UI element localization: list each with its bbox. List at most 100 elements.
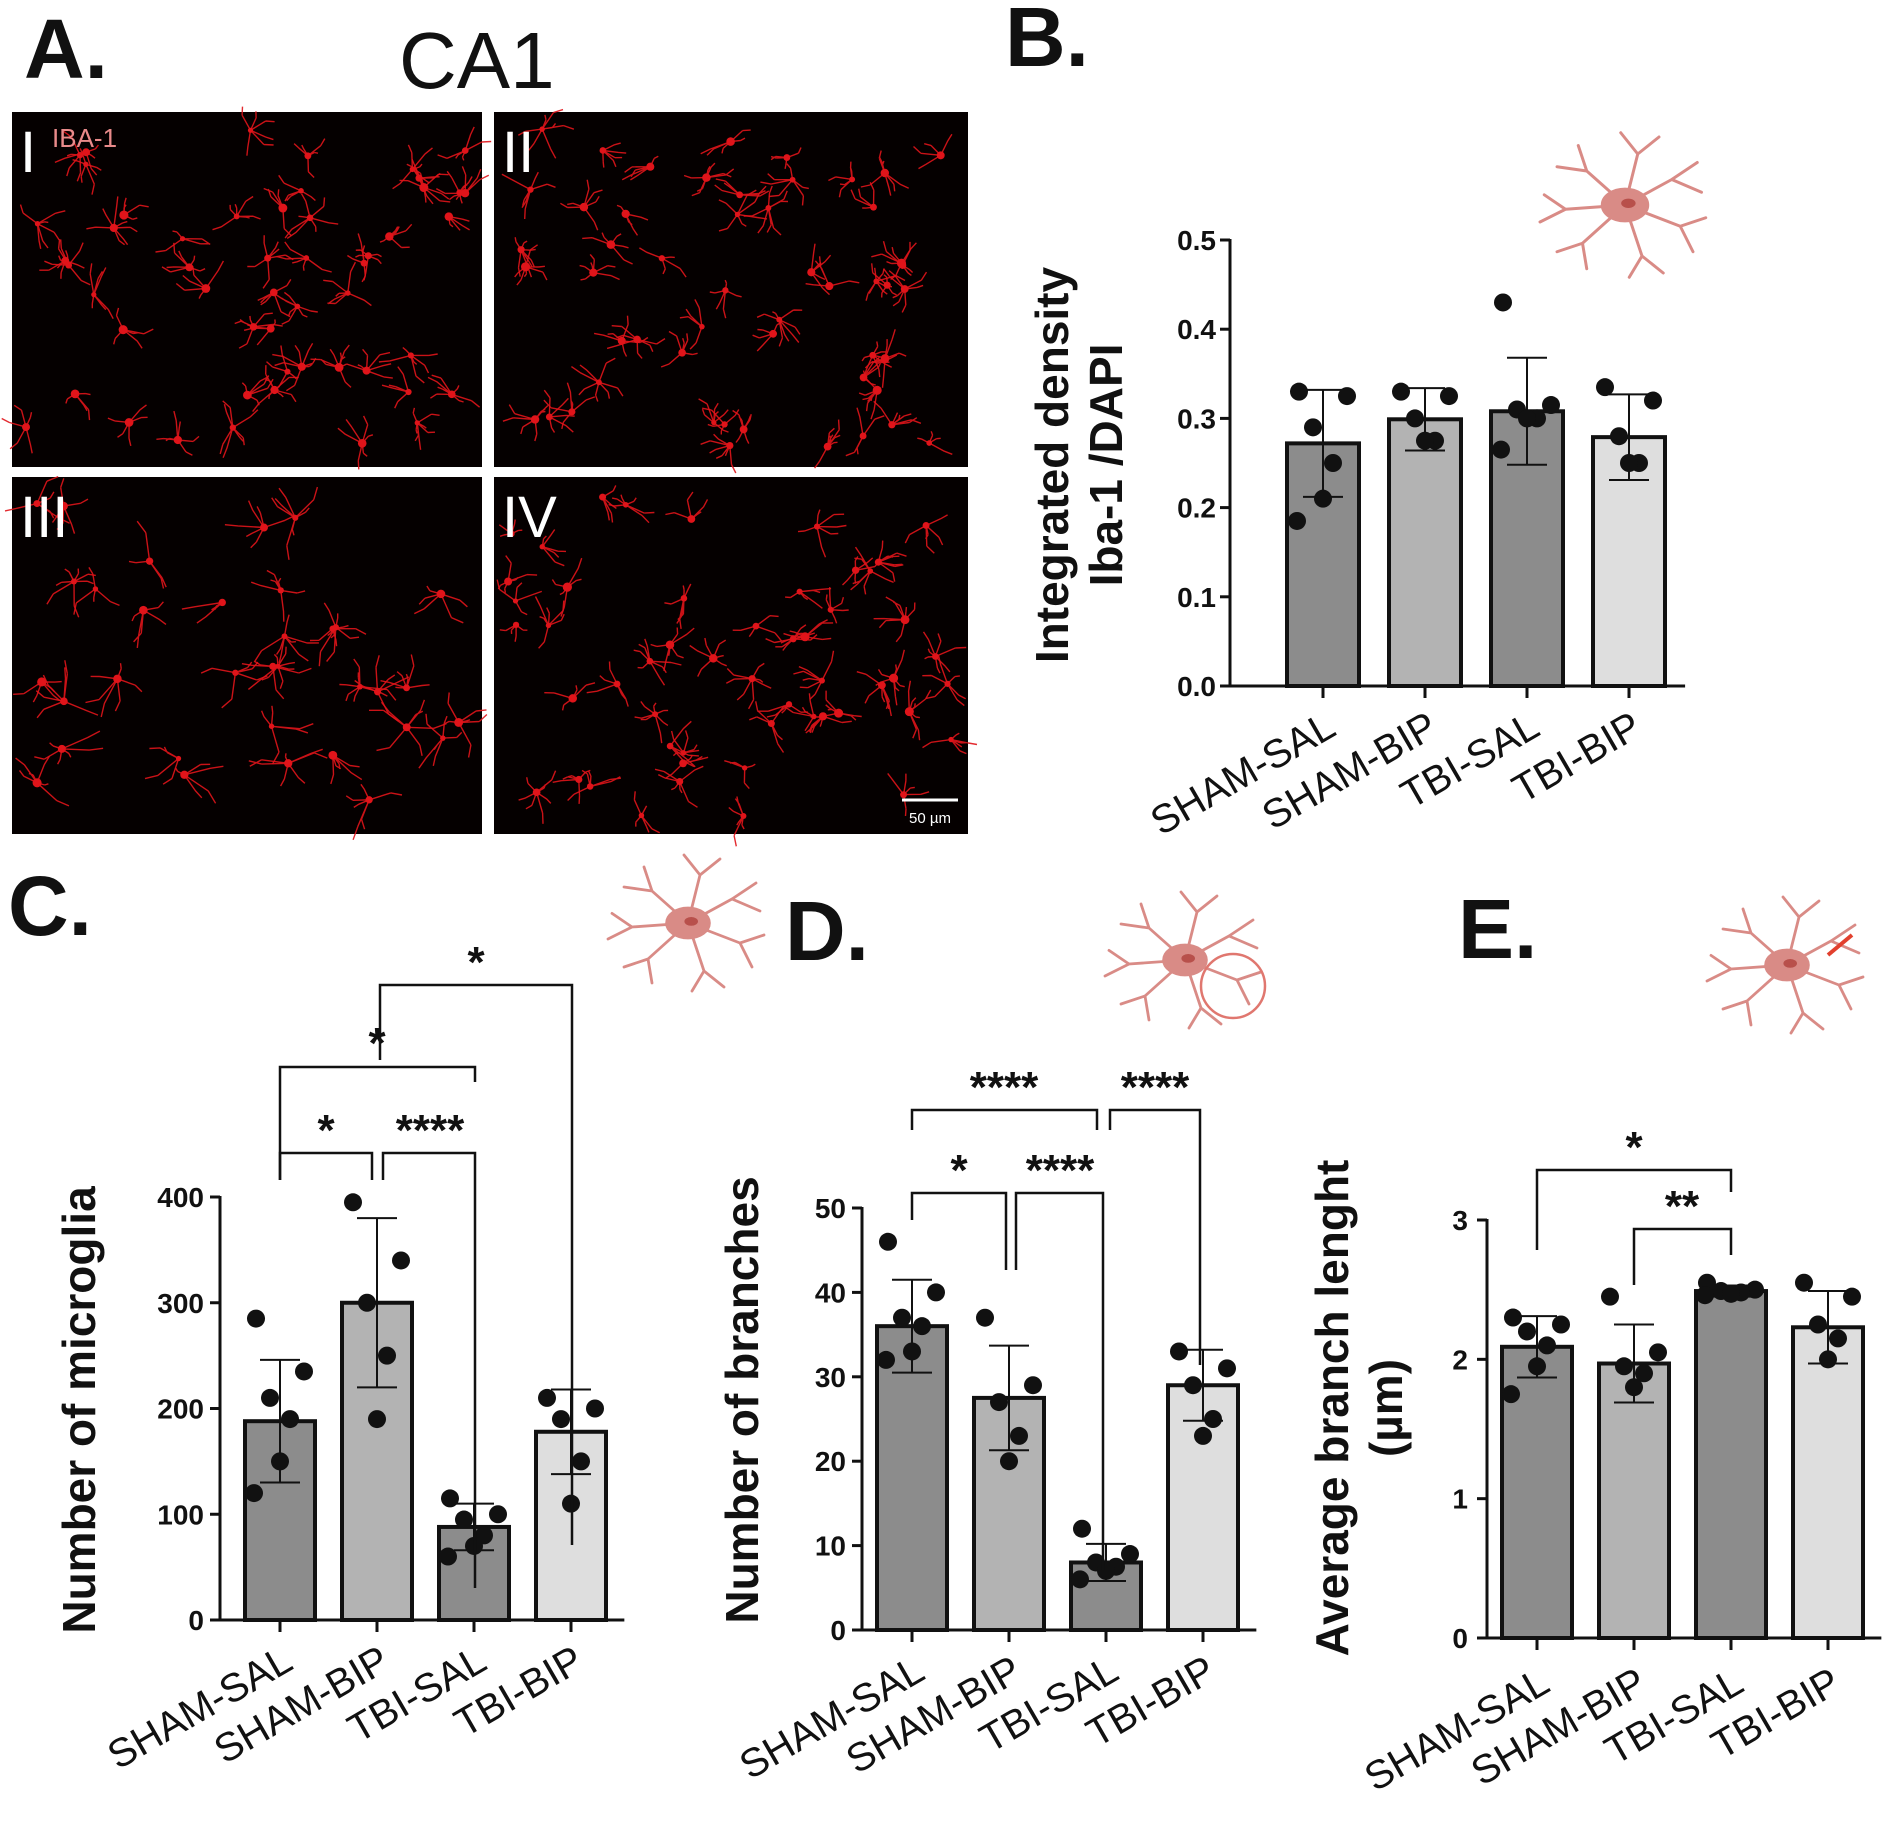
microglia-soma — [900, 615, 910, 625]
microglia-soma — [800, 632, 810, 642]
microglia-process — [621, 155, 659, 181]
microglia-process — [552, 769, 591, 804]
microglia-process — [392, 144, 433, 190]
microglia-soma — [33, 500, 41, 508]
data-point — [281, 1410, 299, 1429]
microglia-soma — [562, 582, 572, 592]
microglia-process — [873, 400, 922, 426]
microglia-process — [85, 663, 143, 718]
microglia-soma — [306, 214, 314, 222]
microglia-soma — [385, 232, 394, 241]
bar-sham-bip — [1597, 1361, 1671, 1640]
micrograph-tile-1 — [12, 112, 482, 467]
microglia-soma — [460, 188, 470, 198]
significance-label: **** — [1121, 1063, 1190, 1112]
microglia-soma — [527, 186, 534, 193]
microglia-soma — [362, 366, 371, 375]
significance-bracket — [278, 1151, 374, 1180]
microglia-soma — [65, 261, 73, 269]
microglia-soma — [621, 209, 630, 219]
microglia-process — [247, 646, 295, 690]
microglia-process — [871, 242, 917, 280]
microglia-process — [293, 138, 326, 178]
data-point — [879, 1232, 897, 1251]
microglia-soma — [357, 683, 363, 690]
microglia-soma — [807, 268, 816, 277]
microglia-process — [35, 660, 99, 719]
data-point — [1552, 1315, 1570, 1334]
microglia-process — [412, 407, 440, 450]
microglia-soma — [944, 680, 951, 687]
microglia-process — [381, 366, 410, 409]
microglia-soma — [508, 530, 515, 537]
y-tick-label: 50 — [815, 1193, 846, 1224]
stain-label: IBA-1 — [52, 123, 117, 153]
data-point — [927, 1283, 945, 1302]
y-tick-label: 0.2 — [1177, 493, 1216, 524]
data-point — [1518, 409, 1536, 428]
microglia-process — [698, 398, 729, 433]
microglia-soma — [579, 202, 589, 212]
data-point — [1492, 440, 1510, 459]
microglia-icon-b — [1538, 131, 1708, 279]
microglia-soma — [229, 424, 236, 431]
microglia-soma — [456, 189, 463, 196]
microglia-soma — [345, 290, 351, 296]
data-point — [1338, 387, 1356, 406]
microglia-process — [922, 732, 978, 755]
microglia-process — [664, 754, 709, 780]
microglia-soma — [849, 176, 856, 183]
significance-label: **** — [970, 1063, 1039, 1112]
y-axis-label: Number of branches — [716, 1176, 768, 1623]
region-title: CA1 — [399, 16, 555, 105]
microglia-soma — [721, 421, 728, 428]
significance-bracket — [1535, 1168, 1733, 1250]
data-point — [1304, 418, 1322, 437]
microglia-soma — [568, 408, 576, 416]
y-tick-label: 2 — [1452, 1344, 1468, 1375]
significance-label: * — [950, 1146, 968, 1195]
data-point — [261, 1388, 279, 1407]
data-point — [903, 1342, 921, 1361]
microglia-soma — [880, 354, 890, 363]
y-tick-label: 300 — [157, 1288, 204, 1319]
microglia-process — [797, 509, 847, 558]
data-point — [1406, 409, 1424, 428]
microglia-process — [247, 235, 294, 289]
microglia-soma — [232, 669, 239, 676]
microglia-process — [634, 700, 669, 744]
data-point — [378, 1346, 396, 1365]
microglia-soma — [297, 362, 306, 371]
data-point — [1625, 1378, 1643, 1397]
microglia-soma — [247, 127, 254, 133]
microglia-soma — [59, 501, 68, 511]
data-point — [1843, 1287, 1861, 1306]
branch-highlight-circle-icon — [1199, 952, 1267, 1020]
microglia-soma — [405, 388, 412, 396]
microglia-process — [679, 299, 703, 350]
microglia-soma — [357, 438, 367, 448]
data-point — [538, 1388, 556, 1407]
data-point — [1538, 1336, 1556, 1355]
microglia-soma — [796, 588, 803, 595]
microglia-cells — [1, 106, 492, 470]
microglia-process — [560, 179, 603, 231]
microglia-soma — [119, 210, 129, 220]
microglia-soma — [259, 523, 268, 532]
microglia-soma — [268, 723, 275, 729]
significance-label: * — [1625, 1123, 1643, 1172]
microglia-process — [51, 478, 89, 534]
microglia-soma — [859, 432, 867, 440]
microglia-icon-d — [1103, 890, 1263, 1030]
panel-label-d: D. — [785, 884, 869, 978]
microglia-soma — [679, 759, 687, 768]
microglia-soma — [606, 240, 616, 249]
microglia-process — [669, 720, 699, 768]
data-point — [1502, 1385, 1520, 1404]
microglia-process — [858, 370, 878, 420]
microglia-process — [330, 754, 363, 785]
microglia-soma — [936, 151, 945, 160]
microglia-process — [543, 382, 596, 430]
microglia-process — [700, 433, 737, 474]
